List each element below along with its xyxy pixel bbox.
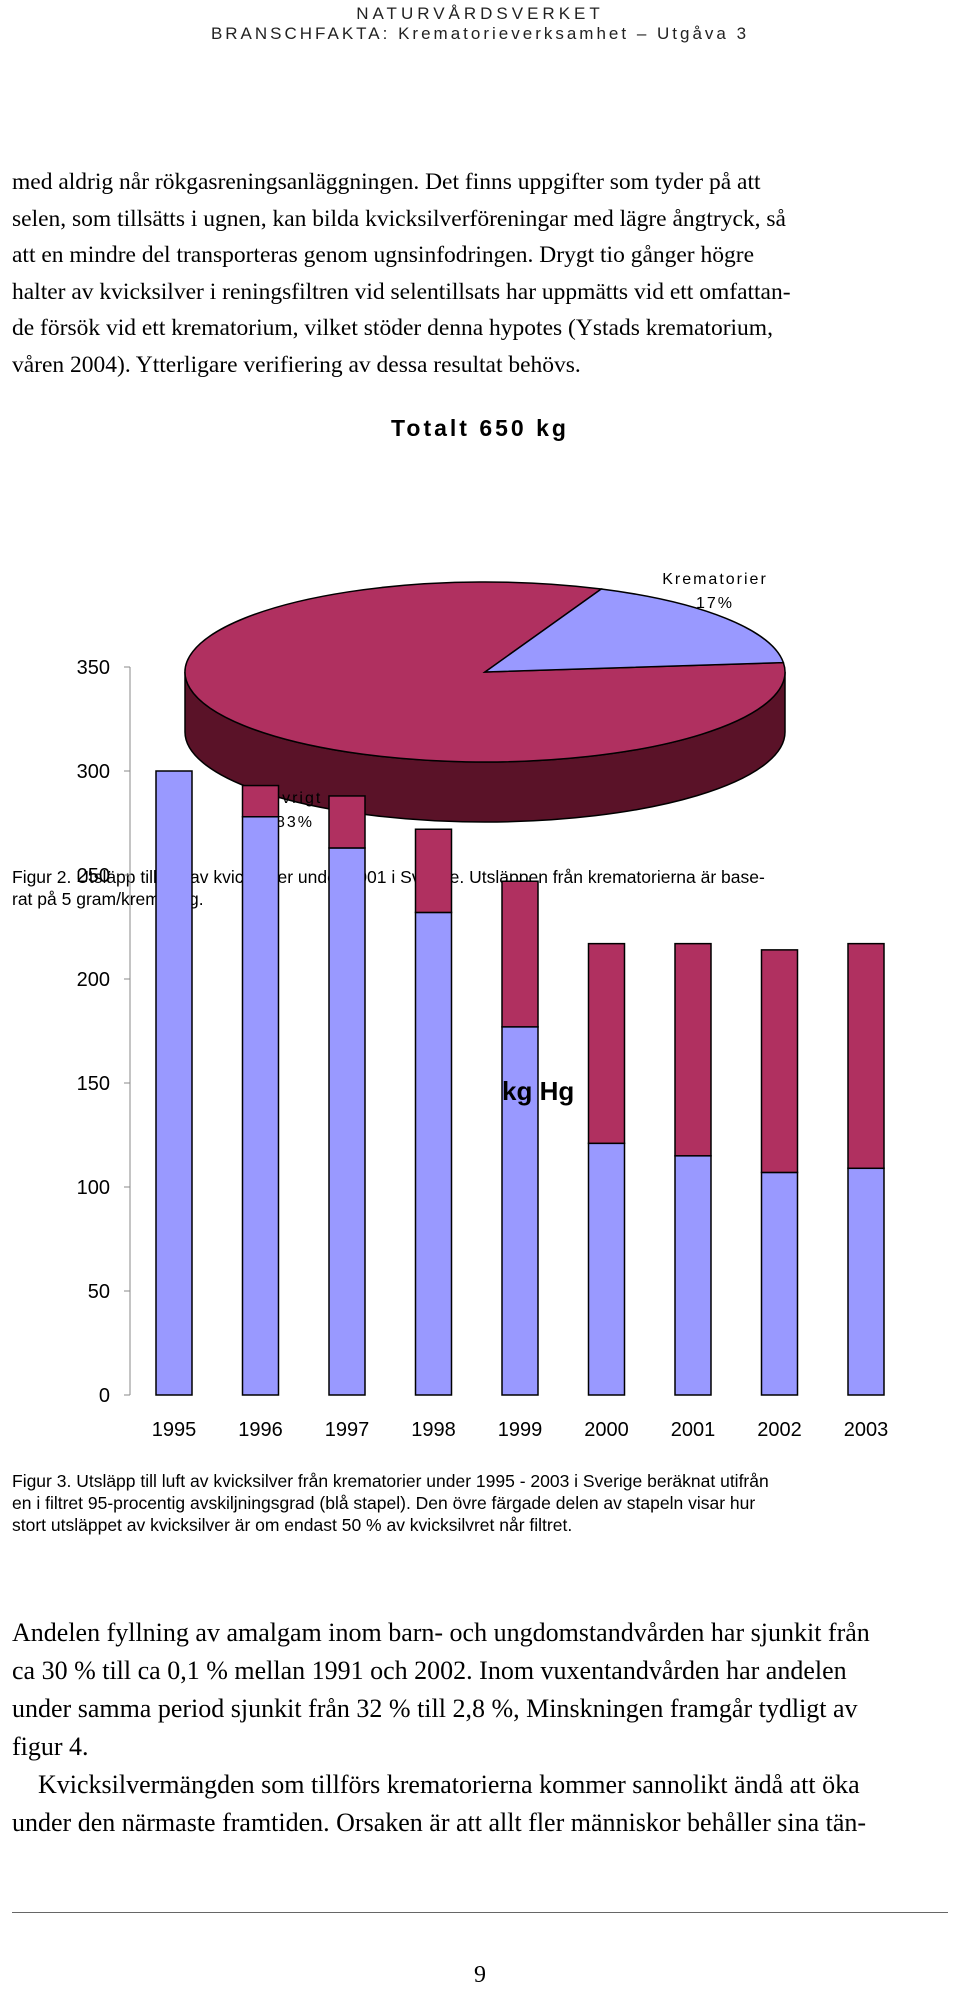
- x-tick-label: 1998: [411, 1419, 456, 1441]
- text-line: våren 2004). Ytterligare verifiering av …: [12, 351, 581, 378]
- caption-line: Figur 3. Utsläpp till luft av kvicksilve…: [12, 1471, 769, 1491]
- pie-label-ovrigt-name: Övrigt: [267, 790, 323, 807]
- text-line: de försök vid ett krematorium, vilket st…: [12, 315, 773, 341]
- bar-top-segment: [328, 795, 366, 849]
- bar-base-segment: [155, 770, 193, 1396]
- x-tick-label: 2000: [584, 1419, 629, 1441]
- pie-label-ovrigt-pct: 83%: [275, 814, 315, 831]
- text-line: Kvicksilvermängden som tillförs kremator…: [12, 1770, 860, 1799]
- bar-top-segment: [501, 880, 539, 1028]
- bar-base-segment: [760, 1171, 799, 1396]
- header-org: NATURVÅRDSVERKET: [356, 4, 604, 23]
- x-tick-label: 1996: [238, 1419, 283, 1441]
- caption-line: en i filtret 95-procentig avskiljningsgr…: [12, 1493, 756, 1513]
- pie-chart-title: Totalt 650 kg: [391, 415, 569, 441]
- y-tick-label: 300: [77, 761, 110, 783]
- text-line: figur 4.: [12, 1732, 89, 1761]
- bar-top-segment: [414, 828, 453, 914]
- bar-chart: 0 50 100 150 200 250 300 350 1995 1996 1997 1998 199…: [77, 657, 889, 1441]
- x-tick-label: 1999: [498, 1419, 543, 1441]
- caption-line: rat på 5 gram/kremering.: [12, 889, 204, 909]
- bar-base-segment: [241, 816, 280, 1396]
- header-series: BRANSCHFAKTA: Krematorieverksamhet – Utg…: [210, 24, 750, 43]
- bar-base-segment: [587, 1142, 626, 1396]
- y-tick-label: 0: [99, 1385, 110, 1407]
- pie-slice-krematorier: [482, 588, 785, 673]
- pie-label-krematorier-name: Krematorier: [662, 571, 768, 588]
- bar-base-segment: [847, 1167, 885, 1396]
- caption-line: stort utsläppet av kvicksilver är om end…: [12, 1515, 573, 1535]
- y-tick-label: 250: [77, 865, 110, 887]
- y-tick-label: 50: [88, 1281, 110, 1303]
- x-tick-label: 2003: [844, 1419, 889, 1441]
- y-tick-label: 150: [77, 1073, 110, 1095]
- bar-base-segment: [501, 1026, 539, 1396]
- x-tick-label: 2002: [757, 1419, 802, 1441]
- text-line: med aldrig når rökgasreningsanläggningen…: [12, 169, 761, 195]
- footer-rule: [12, 1912, 948, 1913]
- text-line: under den närmaste framtiden. Orsaken är…: [12, 1808, 867, 1837]
- figure2-caption: Figur 2. Utsläpp till luft av kvicksilve…: [12, 866, 942, 910]
- bar-base-segment: [414, 911, 453, 1396]
- pie-label-krematorier: Krematorier 17%: [630, 568, 800, 616]
- y-tick-label: 350: [77, 657, 110, 679]
- x-tick-label: 1997: [325, 1419, 370, 1441]
- pie-label-ovrigt: Övrigt 83%: [240, 787, 350, 835]
- text-line: selen, som tillsätts i ugnen, kan bilda …: [12, 205, 786, 232]
- y-tick-label: 100: [77, 1177, 110, 1199]
- bar-top-segment: [587, 942, 626, 1145]
- text-line: att en mindre del transporteras genom ug…: [12, 242, 755, 268]
- text-line: under samma period sjunkit från 32 % til…: [12, 1694, 858, 1723]
- bar-base-segment: [674, 1155, 712, 1396]
- x-tick-label: 2001: [671, 1419, 716, 1441]
- bar-base-segment: [328, 847, 366, 1396]
- page-number: 9: [474, 1962, 486, 1988]
- figure3-caption: Figur 3. Utsläpp till luft av kvicksilve…: [12, 1470, 942, 1536]
- x-tick-label: 1995: [152, 1419, 197, 1441]
- pie-chart: [184, 581, 786, 823]
- bar-chart-unit-label: kg Hg: [502, 1076, 574, 1106]
- bar-top-segment: [847, 942, 885, 1170]
- text-line: Andelen fyllning av amalgam inom barn- o…: [12, 1618, 870, 1647]
- pie-label-krematorier-pct: 17%: [695, 595, 735, 612]
- caption-line: Figur 2. Utsläpp till luft av kvicksilve…: [12, 867, 765, 887]
- y-tick-label: 200: [77, 969, 110, 991]
- body-paragraph: Andelen fyllning av amalgam inom barn- o…: [12, 1614, 948, 1842]
- intro-paragraph: med aldrig når rökgasreningsanläggningen…: [12, 164, 948, 383]
- bar-top-segment: [760, 949, 799, 1174]
- bar-top-segment: [241, 784, 280, 818]
- text-line: halter av kvicksilver i reningsfiltren v…: [12, 278, 791, 305]
- text-line: ca 30 % till ca 0,1 % mellan 1991 och 20…: [12, 1656, 847, 1685]
- bar-top-segment: [674, 942, 712, 1157]
